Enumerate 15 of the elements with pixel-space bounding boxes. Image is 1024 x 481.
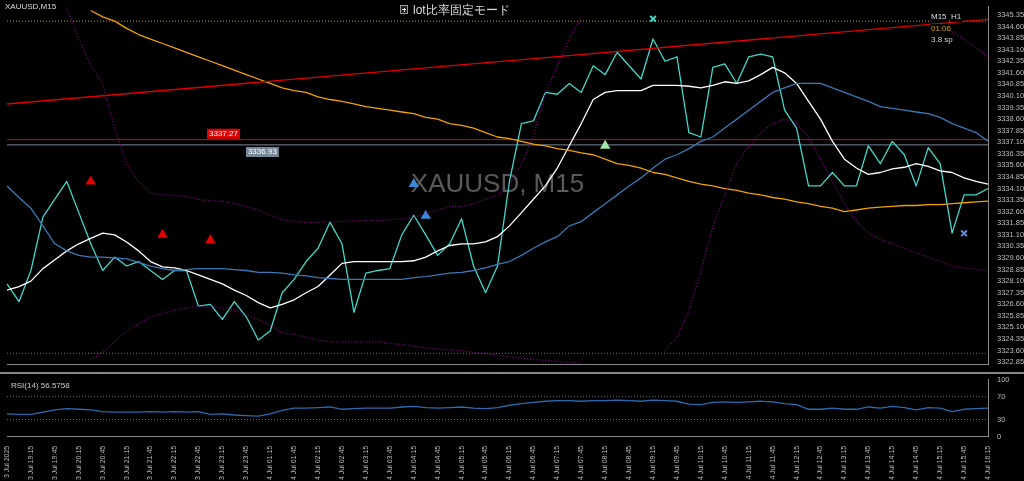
annotation: 3.8 sp: [930, 35, 954, 45]
chart-title: RSI(14) 56.5758: [11, 380, 71, 390]
annotation: XAUUSD,M15: [4, 2, 58, 12]
ref-line-label: 3337.27: [209, 128, 239, 138]
annotation: M15: [930, 12, 948, 22]
annotation: 01:06: [930, 24, 953, 34]
point: [600, 140, 610, 149]
point: [158, 229, 167, 238]
annotation: H1: [950, 12, 963, 22]
ref-line-label: 3336.93: [247, 147, 278, 157]
point: [960, 229, 968, 238]
point: [205, 235, 215, 244]
annotation: lot比率固定モード: [412, 3, 511, 17]
point: [86, 176, 96, 185]
point: [421, 210, 431, 219]
